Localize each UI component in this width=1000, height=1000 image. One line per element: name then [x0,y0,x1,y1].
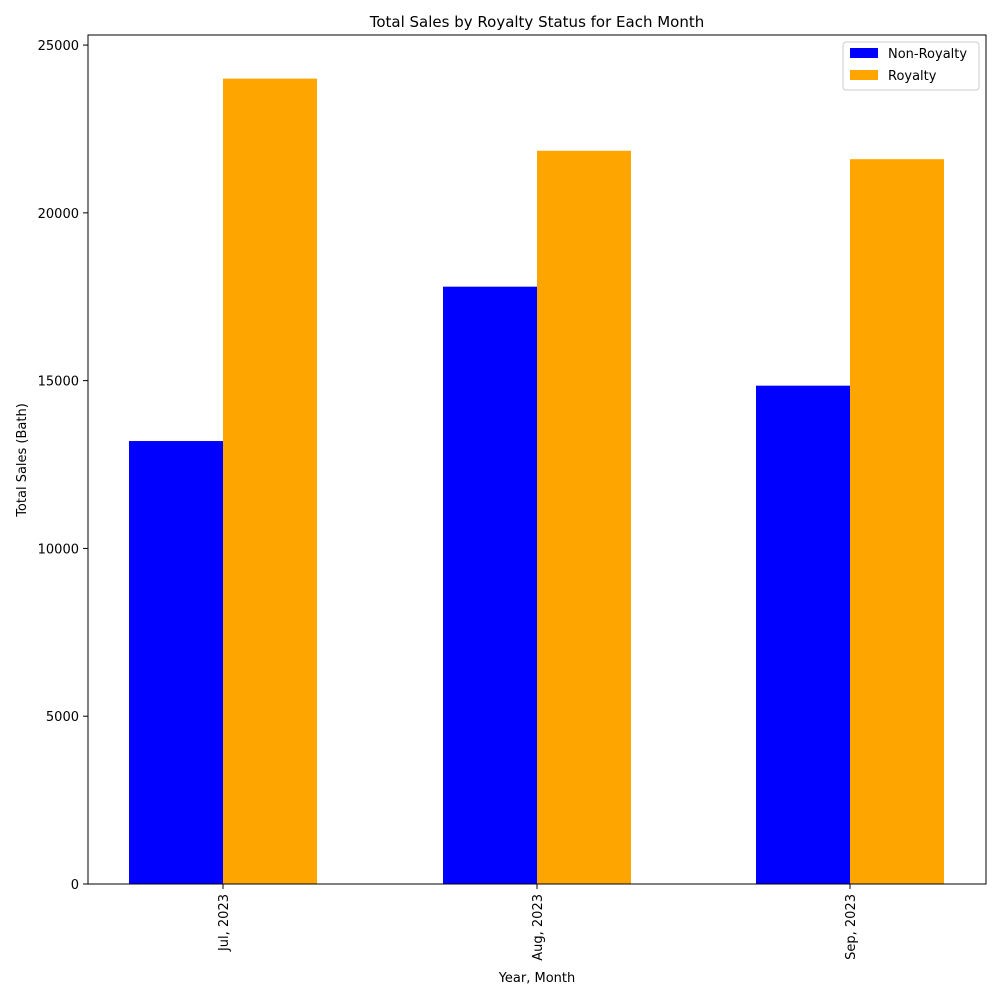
x-axis-label: Year, Month [498,971,576,986]
chart-title: Total Sales by Royalty Status for Each M… [369,13,705,31]
bar-non-royalty-1 [443,286,537,885]
y-tick-label: 10000 [38,542,79,557]
bar-non-royalty-0 [129,441,223,884]
legend-label-non-royalty: Non-Royalty [888,47,967,62]
bars-group [129,78,944,885]
bar-royalty-2 [850,159,944,884]
y-tick-label: 25000 [38,39,79,54]
y-tick-label: 20000 [38,207,79,222]
plot-frame [87,34,987,885]
y-axis-ticks: 0 5000 10000 15000 20000 25000 [38,39,88,893]
x-tick-label: Sep, 2023 [844,894,859,960]
x-tick-label: Aug, 2023 [531,894,546,961]
y-tick-label: 0 [71,878,79,893]
x-tick-label: Jul, 2023 [217,894,232,952]
bar-royalty-0 [223,78,317,884]
y-tick-label: 15000 [38,375,79,390]
legend-swatch-royalty [850,70,878,80]
y-tick-label: 5000 [46,710,79,725]
legend: Non-Royalty Royalty [842,41,980,91]
x-axis-ticks: Jul, 2023 Aug, 2023 Sep, 2023 [217,884,859,961]
bar-non-royalty-2 [756,385,850,884]
bar-royalty-1 [537,150,631,885]
legend-swatch-non-royalty [850,48,878,58]
legend-label-royalty: Royalty [888,69,937,84]
y-axis-label: Total Sales (Bath) [15,403,30,518]
